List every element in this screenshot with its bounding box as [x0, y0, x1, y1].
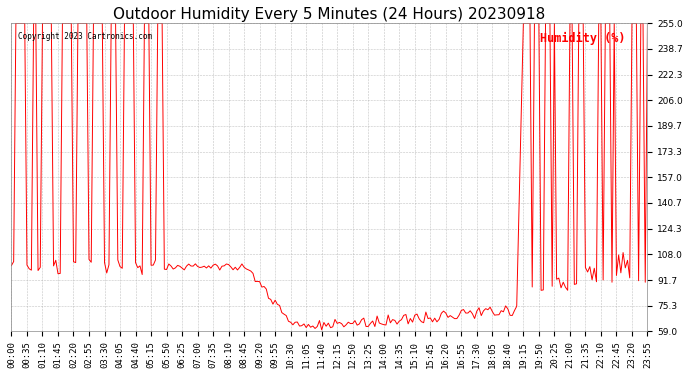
Text: Copyright 2023 Cartronics.com: Copyright 2023 Cartronics.com — [18, 32, 152, 41]
Text: Humidity (%): Humidity (%) — [540, 32, 625, 45]
Title: Outdoor Humidity Every 5 Minutes (24 Hours) 20230918: Outdoor Humidity Every 5 Minutes (24 Hou… — [113, 7, 546, 22]
